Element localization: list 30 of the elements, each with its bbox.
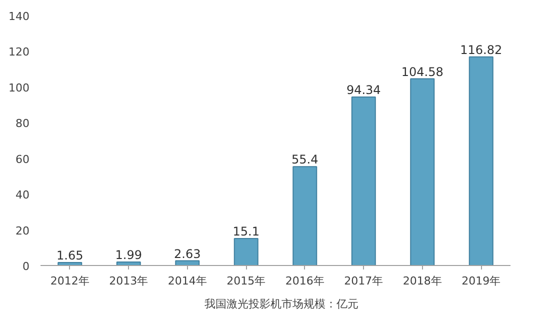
x-tick-label: 2016年 (285, 274, 324, 288)
data-label: 15.1 (232, 224, 260, 239)
x-tick-label: 2014年 (168, 274, 207, 288)
x-tick-label: 2017年 (344, 274, 384, 288)
bar (468, 56, 494, 266)
x-tick-label: 2013年 (109, 274, 148, 288)
y-tick-label: 0 (22, 260, 30, 273)
data-label: 104.58 (401, 64, 444, 79)
bar (292, 166, 318, 266)
bar (234, 238, 258, 266)
data-label: 116.82 (460, 42, 502, 57)
data-label: 2.63 (174, 246, 201, 261)
data-label: 1.99 (115, 248, 142, 262)
y-tick-label: 120 (8, 46, 30, 59)
bar (351, 96, 376, 266)
y-tick-label: 20 (16, 224, 30, 238)
y-tick-label: 80 (16, 117, 30, 130)
x-tick-label: 2019年 (462, 274, 501, 288)
y-tick-label: 140 (8, 10, 30, 23)
text: 我国激光投影机市场规模：亿元 (204, 296, 358, 312)
x-tick-label: 2018年 (402, 274, 442, 288)
y-tick-label: 60 (16, 152, 30, 166)
x-tick-label: 2012年 (50, 274, 90, 288)
data-label: 94.34 (346, 83, 381, 98)
y-tick-label: 100 (8, 81, 30, 94)
x-tick-label: 2015年 (226, 274, 266, 288)
data-label: 55.4 (292, 152, 318, 167)
y-tick-label: 40 (16, 188, 30, 202)
bar (410, 78, 435, 266)
data-label: 1.65 (56, 248, 84, 263)
